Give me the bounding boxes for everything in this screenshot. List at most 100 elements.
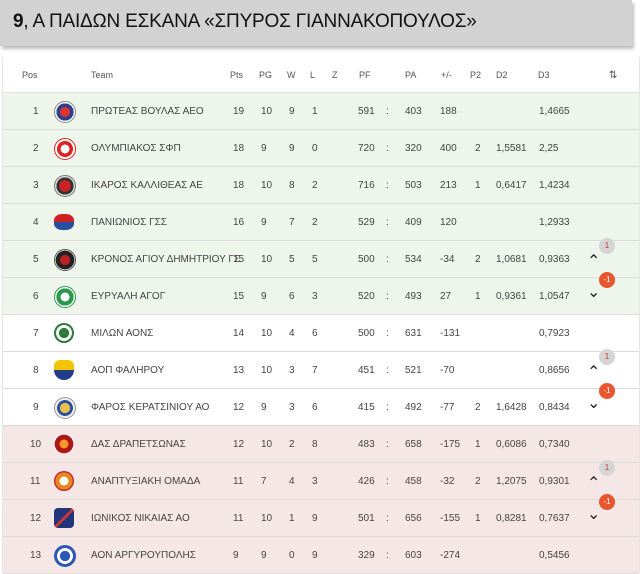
- cell-diff: 400: [440, 143, 457, 154]
- table-row[interactable]: 13 ΑΟΝ ΑΡΓΥΡΟΥΠΟΛΗΣ 9 9 0 9 329: 603 -274 0,5456: [3, 537, 639, 574]
- cell-team[interactable]: ΜΙΛΩΝ ΑΟΝΣ: [91, 328, 154, 339]
- table-row[interactable]: 2 ΟΛΥΜΠΙΑΚΟΣ ΣΦΠ 18 9 9 0 720: 320 400 2 1,5581 2,2…: [3, 130, 639, 167]
- cell-p2: 2: [475, 143, 481, 154]
- cell-p2: 1: [475, 291, 481, 302]
- cell-sep: :: [386, 143, 389, 154]
- cell-diff: -274: [440, 550, 461, 561]
- cell-pf: 415: [358, 402, 375, 413]
- chevron-up-icon[interactable]: ⌃: [587, 364, 601, 381]
- rank-up-badge: 1: [599, 460, 615, 476]
- cell-pg: 10: [261, 365, 273, 376]
- cell-p2: 1: [475, 439, 481, 450]
- cell-pts: 14: [233, 328, 245, 339]
- chevron-up-icon[interactable]: ⌃: [587, 253, 601, 270]
- cell-team[interactable]: ΙΩΝΙΚΟΣ ΝΙΚΑΙΑΣ ΑΟ: [91, 513, 190, 524]
- col-z[interactable]: Z: [332, 70, 338, 80]
- cell-team[interactable]: ΑΟΝ ΑΡΓΥΡΟΥΠΟΛΗΣ: [91, 550, 196, 561]
- cell-w: 8: [289, 180, 295, 191]
- cell-d3: 1,4665: [539, 106, 570, 117]
- cell-l: 9: [312, 550, 318, 561]
- cell-pa: 534: [405, 254, 422, 265]
- col-w[interactable]: W: [287, 70, 296, 80]
- cell-pos: 1: [33, 106, 39, 117]
- col-pos[interactable]: Pos: [22, 70, 38, 80]
- table-row[interactable]: 5 ΚΡΟΝΟΣ ΑΓΙΟΥ ΔΗΜΗΤΡΙΟΥ ΓΣ 15 10 5 5 500: 534 -…: [3, 238, 639, 278]
- cell-l: 5: [312, 254, 318, 265]
- cell-pg: 10: [261, 106, 273, 117]
- cell-sep: :: [386, 328, 389, 339]
- cell-pts: 19: [233, 106, 245, 117]
- table-row[interactable]: 11 ΑΝΑΠΤΥΞΙΑΚΗ ΟΜΑΔΑ 11 7 4 3 426: 458 -32 2 1,207…: [3, 460, 639, 500]
- col-d3[interactable]: D3: [538, 70, 550, 80]
- cell-team[interactable]: ΕΥΡΥΑΛΗ ΑΓΟΓ: [91, 291, 166, 302]
- cell-sep: :: [386, 254, 389, 265]
- cell-pa: 503: [405, 180, 422, 191]
- team-logo-icon: [54, 286, 76, 308]
- col-diff[interactable]: +/-: [441, 70, 452, 80]
- cell-l: 9: [312, 513, 318, 524]
- team-logo-icon: [54, 214, 74, 230]
- cell-d3: 1,0547: [539, 291, 570, 302]
- table-row[interactable]: 8 ΑΟΠ ΦΑΛΗΡΟΥ 13 10 3 7 451: 521 -70 0,8656 ⌃ 1: [3, 349, 639, 389]
- col-pts[interactable]: Pts: [230, 70, 244, 80]
- cell-team[interactable]: ΠΡΩΤΕΑΣ ΒΟΥΛΑΣ ΑΕΟ: [91, 106, 204, 117]
- chevron-down-icon[interactable]: ⌄: [587, 284, 601, 301]
- cell-team[interactable]: ΦΑΡΟΣ ΚΕΡΑΤΣΙΝΙΟΥ ΑΟ: [91, 402, 210, 413]
- chevron-down-icon[interactable]: ⌄: [587, 395, 601, 412]
- cell-team[interactable]: ΔΑΣ ΔΡΑΠΕΤΣΩΝΑΣ: [91, 439, 186, 450]
- table-row[interactable]: 3 ΙΚΑΡΟΣ ΚΑΛΛΙΘΕΑΣ ΑΕ 18 10 8 2 716: 503 213 1 0,6…: [3, 167, 639, 204]
- chevron-down-icon[interactable]: ⌄: [587, 506, 601, 523]
- cell-sep: :: [386, 217, 389, 228]
- standings-table: Pos Team Pts PG W L Z PF PA +/- P2 D2 D3…: [2, 57, 640, 574]
- sort-icon[interactable]: ⇅: [609, 70, 618, 81]
- cell-team[interactable]: ΠΑΝΙΩΝΙΟΣ ΓΣΣ: [91, 217, 167, 228]
- chevron-up-icon[interactable]: ⌃: [587, 475, 601, 492]
- team-logo-icon: [54, 545, 76, 567]
- cell-pos: 9: [33, 402, 39, 413]
- cell-pf: 329: [358, 550, 375, 561]
- cell-diff: -70: [440, 365, 455, 376]
- cell-w: 6: [289, 291, 295, 302]
- cell-pg: 10: [261, 328, 273, 339]
- table-row[interactable]: 6 ΕΥΡΥΑΛΗ ΑΓΟΓ 15 9 6 3 520: 493 27 1 0,9361 1,0547…: [3, 272, 639, 315]
- cell-team[interactable]: ΑΟΠ ΦΑΛΗΡΟΥ: [91, 365, 165, 376]
- table-row[interactable]: 1 ΠΡΩΤΕΑΣ ΒΟΥΛΑΣ ΑΕΟ 19 10 9 1 591: 403 188 1,466…: [3, 93, 639, 130]
- table-row[interactable]: 9 ΦΑΡΟΣ ΚΕΡΑΤΣΙΝΙΟΥ ΑΟ 12 9 3 6 415: 492 -77 2 1,6…: [3, 383, 639, 426]
- cell-p2: 2: [475, 254, 481, 265]
- col-d2[interactable]: D2: [496, 70, 508, 80]
- table-row[interactable]: 7 ΜΙΛΩΝ ΑΟΝΣ 14 10 4 6 500: 631 -131 0,7923: [3, 315, 639, 352]
- cell-pg: 9: [261, 402, 267, 413]
- table-row[interactable]: 10 ΔΑΣ ΔΡΑΠΕΤΣΩΝΑΣ 12 10 2 8 483: 658 -175 1 0,608…: [3, 426, 639, 463]
- team-logo-icon: [54, 249, 76, 271]
- table-row[interactable]: 4 ΠΑΝΙΩΝΙΟΣ ΓΣΣ 16 9 7 2 529: 409 120 1,2933: [3, 204, 639, 241]
- cell-pf: 451: [358, 365, 375, 376]
- cell-pa: 631: [405, 328, 422, 339]
- cell-d2: 0,8281: [496, 513, 527, 524]
- league-title: 9, Α ΠΑΙΔΩΝ ΕΣΚΑΝΑ «ΣΠΥΡΟΣ ΓΙΑΝΝΑΚΟΠΟΥΛΟ…: [13, 11, 477, 32]
- col-p2[interactable]: P2: [470, 70, 482, 80]
- col-pf[interactable]: PF: [359, 70, 371, 80]
- cell-pf: 500: [358, 328, 375, 339]
- team-logo-icon: [54, 471, 74, 491]
- cell-pts: 11: [233, 513, 244, 524]
- cell-w: 0: [289, 550, 295, 561]
- cell-team[interactable]: ΟΛΥΜΠΙΑΚΟΣ ΣΦΠ: [91, 143, 181, 154]
- col-l[interactable]: L: [310, 70, 316, 80]
- col-pa[interactable]: PA: [405, 70, 417, 80]
- rank-down-badge: -1: [599, 272, 615, 288]
- cell-p2: 2: [475, 402, 481, 413]
- cell-team[interactable]: ΙΚΑΡΟΣ ΚΑΛΛΙΘΕΑΣ ΑΕ: [91, 180, 203, 191]
- cell-w: 5: [289, 254, 295, 265]
- col-team[interactable]: Team: [91, 70, 114, 80]
- cell-d3: 1,4234: [539, 180, 570, 191]
- cell-team[interactable]: ΑΝΑΠΤΥΞΙΑΚΗ ΟΜΑΔΑ: [91, 476, 201, 487]
- cell-team[interactable]: ΚΡΟΝΟΣ ΑΓΙΟΥ ΔΗΜΗΤΡΙΟΥ ΓΣ: [91, 254, 241, 265]
- cell-l: 7: [312, 365, 318, 376]
- table-row[interactable]: 12 ΙΩΝΙΚΟΣ ΝΙΚΑΙΑΣ ΑΟ 11 10 1 9 501: 656 -155 1 0,…: [3, 494, 639, 537]
- cell-diff: -175: [440, 439, 461, 450]
- cell-pa: 458: [405, 476, 422, 487]
- col-pg[interactable]: PG: [259, 70, 273, 80]
- cell-w: 2: [289, 439, 295, 450]
- cell-diff: 213: [440, 180, 457, 191]
- cell-d2: 0,6086: [496, 439, 527, 450]
